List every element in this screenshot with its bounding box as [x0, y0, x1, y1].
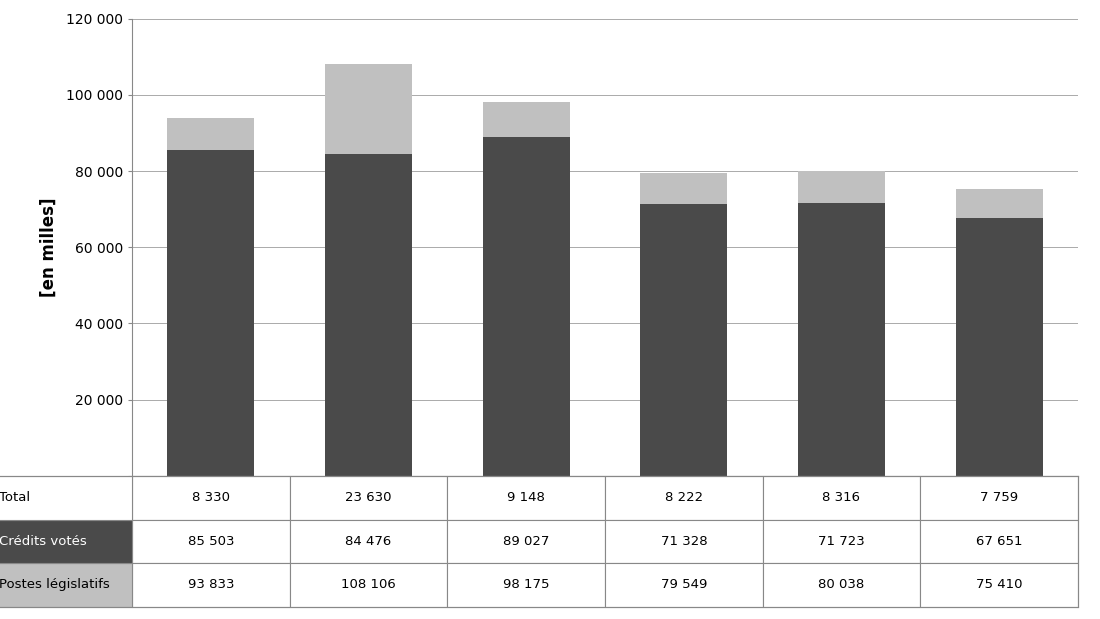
Bar — [956, 218, 1043, 476]
Bar — [640, 204, 727, 476]
Text: Postes législatifs: Postes législatifs — [0, 578, 110, 591]
Bar — [956, 189, 1043, 218]
Bar — [640, 173, 727, 204]
Bar — [326, 64, 411, 154]
Text: Crédits votés: Crédits votés — [0, 535, 87, 548]
Bar — [167, 118, 254, 150]
Bar — [0, 476, 132, 519]
Bar — [483, 102, 570, 137]
Y-axis label: [en milles]: [en milles] — [40, 197, 57, 297]
Bar — [799, 171, 884, 202]
Bar — [326, 154, 411, 476]
Bar — [0, 563, 132, 607]
Bar — [483, 137, 570, 476]
Bar — [799, 202, 884, 476]
Bar — [167, 150, 254, 476]
Bar — [0, 519, 132, 563]
Text: Total: Total — [0, 491, 30, 504]
